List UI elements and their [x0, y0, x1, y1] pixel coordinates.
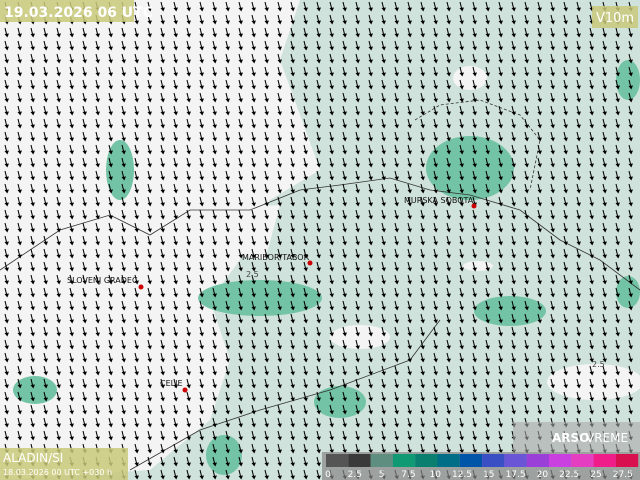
place-label: CELJE	[160, 379, 183, 388]
legend-label: 25	[590, 470, 601, 480]
legend-label: 27.5	[613, 470, 633, 480]
footer-box	[0, 448, 128, 480]
place-marker	[182, 387, 188, 393]
param-box	[592, 6, 638, 28]
contour-label: 2.5	[246, 270, 259, 279]
legend-swatch	[348, 454, 371, 467]
title-box	[0, 0, 134, 22]
legend-label: 0	[325, 470, 331, 480]
legend-label: 20	[537, 470, 549, 480]
legend-swatch	[326, 454, 349, 467]
legend-label: 7.5	[401, 470, 415, 480]
legend-swatch	[415, 454, 438, 467]
legend-swatch	[526, 454, 549, 467]
logo-brand: ARSO	[552, 431, 589, 445]
contour-label: 2.5	[592, 360, 605, 369]
legend-label: 15	[483, 470, 494, 480]
legend-swatch	[370, 454, 393, 467]
legend-swatch	[459, 454, 483, 467]
model: ALADIN/SI	[3, 451, 63, 465]
legend-label: 10	[429, 470, 441, 480]
logo-product: VREME	[586, 431, 628, 445]
legend-swatch	[504, 454, 527, 467]
place-label: SLOVENJ GRADEC	[67, 276, 138, 285]
parameter: V10m	[596, 11, 634, 26]
logo-box	[513, 422, 640, 452]
legend-label: 12.5	[452, 470, 472, 480]
legend-label: 2.5	[348, 470, 362, 480]
place-marker	[138, 284, 144, 290]
legend: 0 2.5 5 7.5 10 12.5 15 17.5 20 22.5 25 27.5	[322, 452, 640, 480]
place-marker	[307, 260, 313, 266]
legend-swatch	[615, 454, 639, 467]
place-marker	[471, 203, 477, 209]
legend-swatch	[549, 454, 572, 467]
run: 18.03.2026 00 UTC +030 h	[3, 468, 112, 477]
legend-label: 22.5	[559, 470, 579, 480]
legend-swatch	[437, 454, 460, 467]
valid-time: 19.03.2026 06 UTC	[4, 5, 153, 21]
place-label: MURSKA SOBOTA	[404, 196, 474, 205]
legend-swatch	[392, 454, 416, 467]
legend-label: 5	[379, 470, 385, 480]
place-label: MARIBOR/TABOR	[242, 253, 310, 262]
legend-label: 17.5	[506, 470, 526, 480]
legend-swatch	[482, 454, 505, 467]
legend-swatch	[571, 454, 594, 467]
legend-swatch	[593, 454, 616, 467]
